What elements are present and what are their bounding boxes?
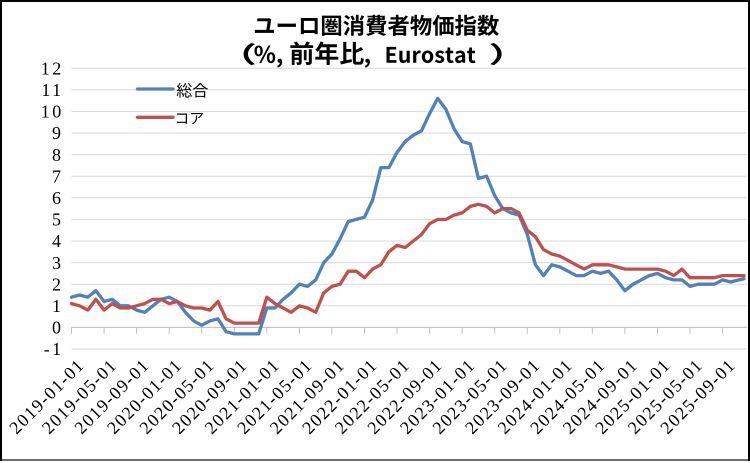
svg-text:3: 3	[52, 253, 61, 273]
svg-text:6: 6	[52, 188, 61, 208]
svg-text:5: 5	[52, 210, 61, 230]
svg-text:8: 8	[52, 145, 61, 165]
svg-text:7: 7	[52, 166, 61, 186]
svg-text:2: 2	[52, 274, 61, 294]
svg-text:4: 4	[52, 231, 61, 251]
svg-text:10: 10	[41, 102, 64, 122]
svg-text:-1: -1	[44, 339, 64, 359]
svg-text:0: 0	[52, 318, 61, 338]
svg-text:9: 9	[52, 123, 61, 143]
svg-text:11: 11	[41, 80, 63, 100]
svg-text:1: 1	[52, 296, 61, 316]
svg-text:12: 12	[41, 58, 64, 78]
